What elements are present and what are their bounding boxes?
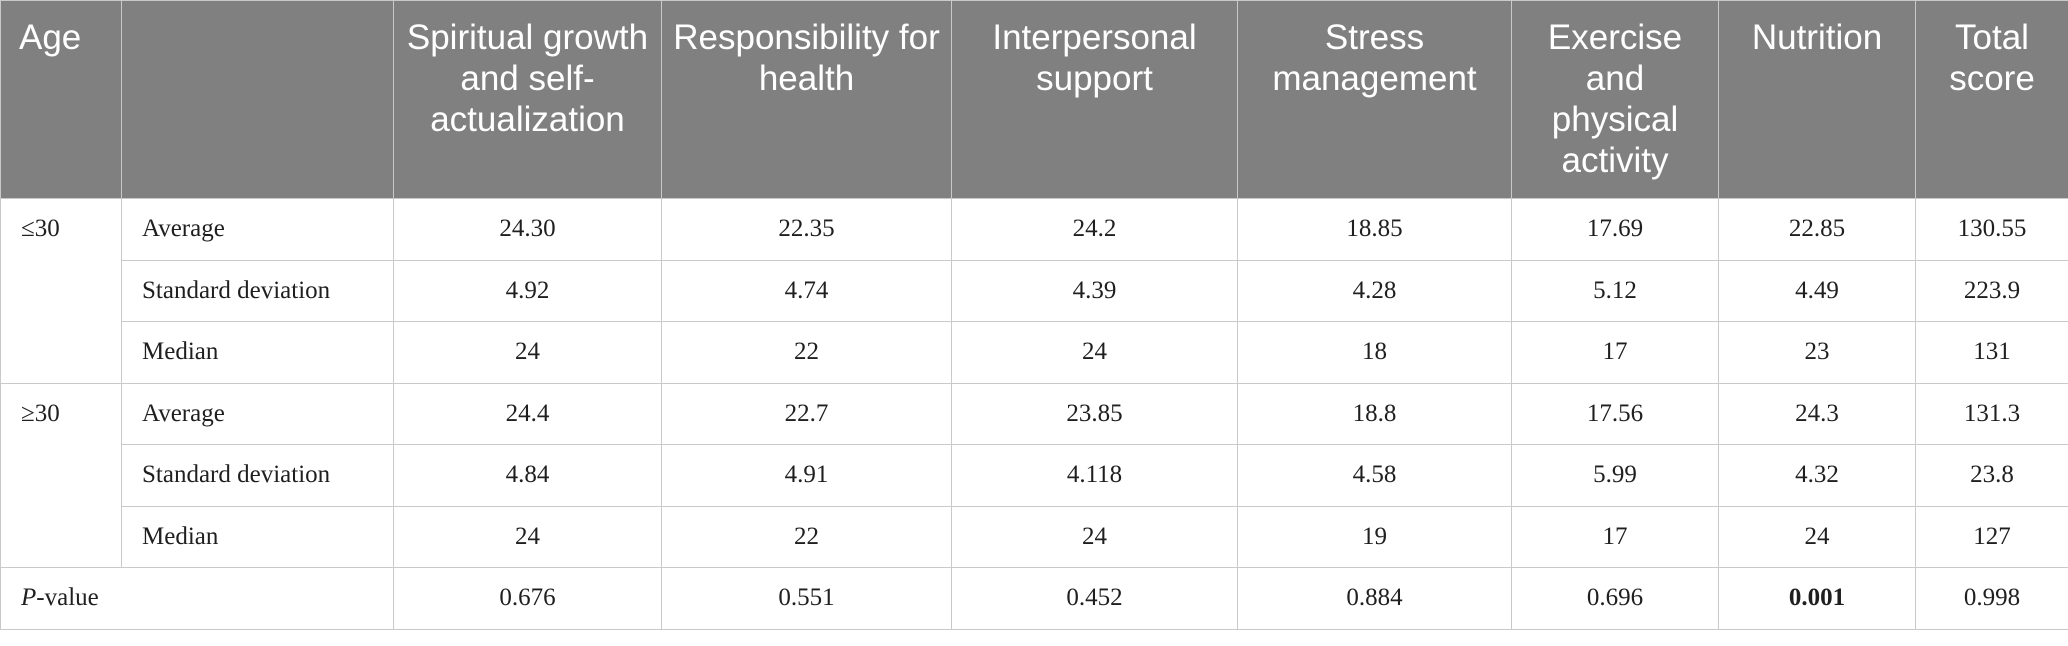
value-cell: 4.39 bbox=[951, 259, 1238, 322]
age-group-label: ≤30 bbox=[0, 198, 122, 384]
value-cell: 24 bbox=[1718, 505, 1916, 568]
value-cell: 22.35 bbox=[661, 198, 952, 261]
table-row: Standard deviation 4.84 4.91 4.118 4.58 … bbox=[1, 444, 2068, 507]
header-responsibility: Responsibility for health bbox=[661, 0, 952, 199]
stat-label: Median bbox=[121, 321, 394, 384]
value-cell: 223.9 bbox=[1915, 259, 2068, 322]
header-exercise: Exercise and physical activity bbox=[1511, 0, 1719, 199]
value-cell: 5.12 bbox=[1511, 259, 1719, 322]
value-cell: 23.8 bbox=[1915, 444, 2068, 507]
age-group-label: ≥30 bbox=[0, 382, 122, 568]
pvalue-cell: 0.696 bbox=[1511, 567, 1719, 630]
stat-label: Average bbox=[121, 382, 394, 445]
stat-label: Median bbox=[121, 505, 394, 568]
value-cell: 4.49 bbox=[1718, 259, 1916, 322]
value-cell: 24 bbox=[951, 505, 1238, 568]
header-total: Total score bbox=[1915, 0, 2068, 199]
header-row: Age Spiritual growth and self-actualizat… bbox=[0, 0, 2068, 199]
value-cell: 22 bbox=[661, 321, 952, 384]
value-cell: 4.28 bbox=[1237, 259, 1512, 322]
value-cell: 19 bbox=[1237, 505, 1512, 568]
value-cell: 4.84 bbox=[393, 444, 662, 507]
value-cell: 23 bbox=[1718, 321, 1916, 384]
value-cell: 24 bbox=[951, 321, 1238, 384]
results-table: Age Spiritual growth and self-actualizat… bbox=[0, 0, 2068, 630]
pvalue-label-rest: -value bbox=[36, 584, 99, 612]
value-cell: 24 bbox=[393, 321, 662, 384]
value-cell: 5.99 bbox=[1511, 444, 1719, 507]
pvalue-label: P-value bbox=[0, 567, 394, 630]
value-cell: 130.55 bbox=[1915, 198, 2068, 261]
table-row: Median 24 22 24 19 17 24 127 bbox=[1, 505, 2068, 568]
header-interpersonal: Interpersonal support bbox=[951, 0, 1238, 199]
stat-label: Average bbox=[121, 198, 394, 261]
header-spiritual: Spiritual growth and self-actualization bbox=[393, 0, 662, 199]
value-cell: 131 bbox=[1915, 321, 2068, 384]
value-cell: 24.4 bbox=[393, 382, 662, 445]
value-cell: 17 bbox=[1511, 321, 1719, 384]
table-row: ≤30 Average 24.30 22.35 24.2 18.85 17.69… bbox=[0, 198, 2068, 384]
value-cell: 22.7 bbox=[661, 382, 952, 445]
header-stat bbox=[121, 0, 394, 199]
pvalue-cell: 0.998 bbox=[1915, 567, 2068, 630]
value-cell: 18.8 bbox=[1237, 382, 1512, 445]
value-cell: 4.32 bbox=[1718, 444, 1916, 507]
value-cell: 127 bbox=[1915, 505, 2068, 568]
value-cell: 22 bbox=[661, 505, 952, 568]
value-cell: 24.3 bbox=[1718, 382, 1916, 445]
header-stress: Stress management bbox=[1237, 0, 1512, 199]
table-row: Standard deviation 4.92 4.74 4.39 4.28 5… bbox=[1, 259, 2068, 322]
table-row: Median 24 22 24 18 17 23 131 bbox=[1, 321, 2068, 384]
value-cell: 17 bbox=[1511, 505, 1719, 568]
value-cell: 4.74 bbox=[661, 259, 952, 322]
pvalue-label-p: P bbox=[21, 584, 37, 612]
value-cell: 18.85 bbox=[1237, 198, 1512, 261]
value-cell: 4.92 bbox=[393, 259, 662, 322]
value-cell: 4.91 bbox=[661, 444, 952, 507]
value-cell: 23.85 bbox=[951, 382, 1238, 445]
pvalue-cell: 0.551 bbox=[661, 567, 952, 630]
header-nutrition: Nutrition bbox=[1718, 0, 1916, 199]
value-cell: 24 bbox=[393, 505, 662, 568]
stat-label: Standard deviation bbox=[121, 259, 394, 322]
value-cell: 17.56 bbox=[1511, 382, 1719, 445]
pvalue-cell: 0.676 bbox=[393, 567, 662, 630]
stat-label: Standard deviation bbox=[121, 444, 394, 507]
pvalue-cell: 0.452 bbox=[951, 567, 1238, 630]
value-cell: 24.30 bbox=[393, 198, 662, 261]
header-age: Age bbox=[0, 0, 122, 199]
pvalue-row: P-value 0.676 0.551 0.452 0.884 0.696 0.… bbox=[0, 567, 2068, 630]
value-cell: 131.3 bbox=[1915, 382, 2068, 445]
pvalue-cell: 0.884 bbox=[1237, 567, 1512, 630]
pvalue-cell-significant: 0.001 bbox=[1718, 567, 1916, 630]
value-cell: 4.58 bbox=[1237, 444, 1512, 507]
value-cell: 18 bbox=[1237, 321, 1512, 384]
value-cell: 4.118 bbox=[951, 444, 1238, 507]
table-row: ≥30 Average 24.4 22.7 23.85 18.8 17.56 2… bbox=[0, 382, 2068, 568]
value-cell: 22.85 bbox=[1718, 198, 1916, 261]
value-cell: 24.2 bbox=[951, 198, 1238, 261]
value-cell: 17.69 bbox=[1511, 198, 1719, 261]
